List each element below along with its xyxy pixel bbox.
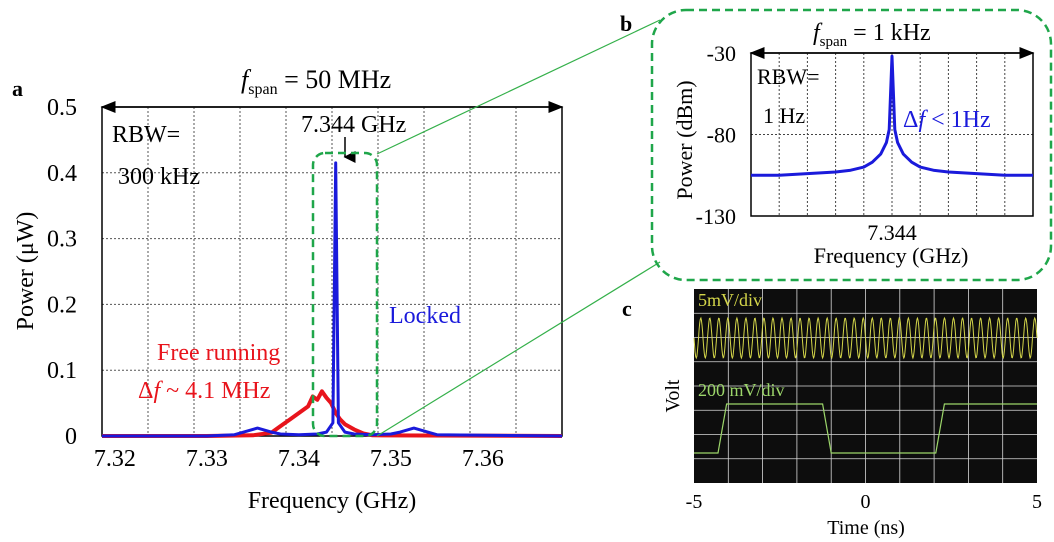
zoom-indicator xyxy=(311,8,1053,438)
trace-200mv xyxy=(694,403,1037,454)
x-tick-label: 7.36 xyxy=(462,446,504,472)
trace-5mv xyxy=(693,316,1038,360)
x-tick-label: 7.32 xyxy=(94,446,136,472)
plot-c: -5 0 5 Time (ns) Volt xyxy=(662,289,1042,539)
y-tick-label: -130 xyxy=(696,204,736,229)
span-label: fspan = 50 MHz xyxy=(241,65,391,98)
zoom-line-bottom xyxy=(376,261,661,437)
panel-b: b fspan = 1 kHz -30 -80 -130 7.344Frequency… xyxy=(620,11,1035,268)
zoom-box-small xyxy=(311,151,379,438)
locked-label: Locked xyxy=(389,303,461,329)
panel-a: a fspan = 50 MHz 0 0.1 0.2 0.3 0.4 0.5 7.32 7.3… xyxy=(12,65,564,514)
plot-a: 0 0.1 0.2 0.3 0.4 0.5 7.32 7.33 7.34 7.35 7.36 Freq… xyxy=(13,95,563,514)
y-tick-label: 0.2 xyxy=(47,292,77,318)
panel-a-letter: a xyxy=(12,76,23,101)
y-tick-label: 0.3 xyxy=(47,227,77,253)
x-axis-label: Time (ns) xyxy=(827,517,905,539)
span-label-b: fspan = 1 kHz xyxy=(813,20,931,50)
x-tick-label: 7.35 xyxy=(370,446,412,472)
panel-c-letter: c xyxy=(622,296,632,321)
y-tick-label: 0.5 xyxy=(47,95,77,121)
x-tick-label: 7.344 xyxy=(867,220,917,245)
free-running-linewidth: Δf ~ 4.1 MHz xyxy=(138,378,270,404)
panel-c: c -5 0 5 Time (ns) Volt 5mV/div 200 mV/div xyxy=(622,289,1042,539)
zoom-box-large xyxy=(650,8,1053,282)
plot-frame xyxy=(750,52,1034,217)
locked-trace xyxy=(102,161,563,438)
x-tick-label: -5 xyxy=(686,491,703,513)
rbw-value-a: 300 kHz xyxy=(118,164,200,190)
peak-frequency-label: 7.344 GHz xyxy=(301,112,406,138)
rbw-label-a: RBW= xyxy=(112,122,180,148)
rbw-label-b: RBW= xyxy=(757,64,820,89)
rbw-value-b: 1 Hz xyxy=(763,103,805,128)
panel-b-letter: b xyxy=(620,11,632,36)
x-axis-label: Frequency (GHz) xyxy=(248,488,417,514)
y-tick-label: 0.1 xyxy=(47,358,77,384)
trace1-scale-label: 5mV/div xyxy=(698,290,762,310)
zoom-line-top xyxy=(376,19,661,155)
y-tick-label: 0.4 xyxy=(47,161,77,187)
y-tick-label: -80 xyxy=(707,123,736,148)
y-tick-label: -30 xyxy=(707,41,736,66)
y-axis-label: Power (μW) xyxy=(13,212,39,331)
x-axis-label: Frequency (GHz) xyxy=(814,243,969,268)
linewidth-label-b: Δf < 1Hz xyxy=(903,107,991,133)
locked-spectrum-trace xyxy=(751,54,1033,177)
x-tick-label: 7.34 xyxy=(278,446,320,472)
y-axis-label: Power (dBm) xyxy=(672,80,697,199)
trace2-scale-label: 200 mV/div xyxy=(698,380,785,400)
y-axis-label: Volt xyxy=(662,379,684,412)
x-tick-label: 5 xyxy=(1032,491,1042,513)
y-tick-label: 0 xyxy=(65,424,77,450)
x-tick-label: 7.33 xyxy=(186,446,228,472)
free-running-label: Free running xyxy=(157,340,280,366)
x-tick-label: 0 xyxy=(861,491,871,513)
